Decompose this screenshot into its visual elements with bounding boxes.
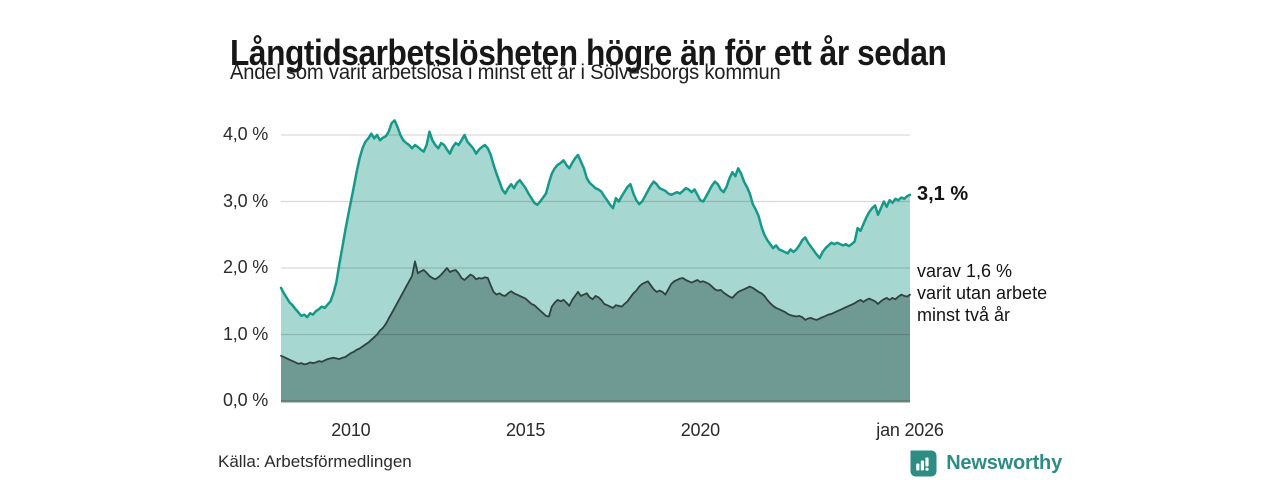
x-axis-tick-label: jan 2026 <box>876 420 944 440</box>
area-fill-1 <box>281 261 910 401</box>
area-fill-0 <box>281 120 910 402</box>
subset-annotation: varav 1,6 % varit utan arbete minst två … <box>917 261 1048 325</box>
series-line-0 <box>279 119 912 319</box>
brand: Newsworthy <box>909 447 1062 479</box>
x-axis-tick-label: 2015 <box>505 420 546 440</box>
newsworthy-logo-icon <box>910 450 937 476</box>
x-axis-tick-label: 2010 <box>331 420 371 440</box>
y-axis-tick-label: 3,0 % <box>222 190 268 211</box>
page-subtitle: Andel som varit arbetslösa i minst ett å… <box>230 61 781 84</box>
x-axis-tick-label: 2020 <box>680 420 720 440</box>
series-line-1 <box>280 260 911 366</box>
y-axis-tick-label: 0,0 % <box>222 390 268 410</box>
page-title: Långtidsarbetslösheten högre än för ett … <box>230 32 947 74</box>
latest-total-value-label: 3,1 % <box>917 183 969 205</box>
y-axis-tick-label: 2,0 % <box>222 257 268 277</box>
y-axis-tick-label: 4,0 % <box>222 124 268 144</box>
source-note: Källa: Arbetsförmedlingen <box>218 452 412 471</box>
brand-name: Newsworthy <box>946 451 1062 474</box>
y-axis-tick-label: 1,0 % <box>222 323 268 344</box>
